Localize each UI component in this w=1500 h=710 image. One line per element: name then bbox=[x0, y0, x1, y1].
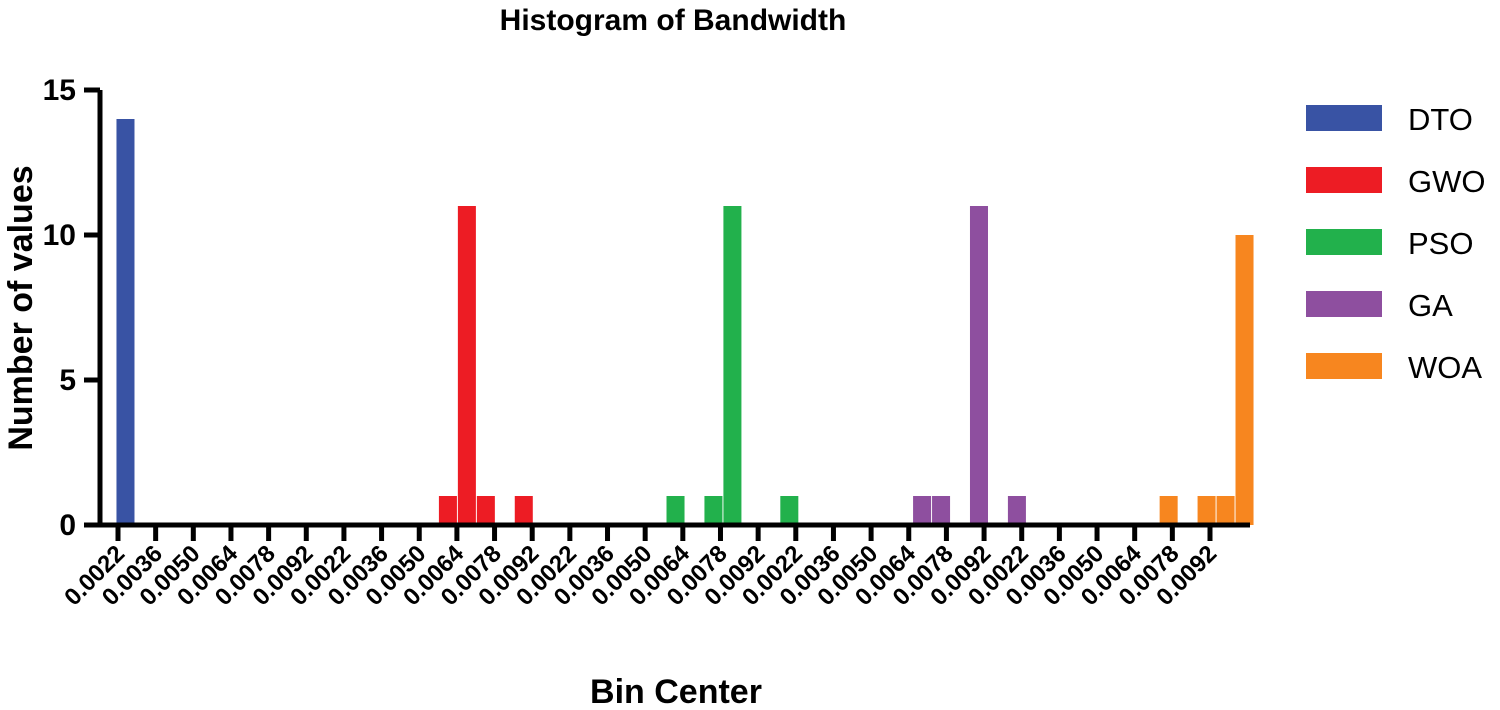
bar-gwo-bin-6 bbox=[457, 206, 476, 525]
bar-pso-bin-7 bbox=[704, 496, 723, 525]
bar-ga-bin-9 bbox=[969, 206, 988, 525]
x-axis-title: Bin Center bbox=[590, 673, 762, 710]
legend-label-woa: WOA bbox=[1408, 350, 1482, 385]
bar-ga-bin-6 bbox=[913, 496, 932, 525]
bar-pso-bin-11 bbox=[780, 496, 799, 525]
bar-gwo-bin-5 bbox=[438, 496, 457, 525]
bar-woa-bin-11 bbox=[1235, 235, 1254, 525]
chart-title: Histogram of Bandwidth bbox=[500, 4, 847, 37]
bar-gwo-bin-7 bbox=[476, 496, 495, 525]
legend-swatch-pso bbox=[1306, 229, 1382, 255]
bar-woa-bin-7 bbox=[1159, 496, 1178, 525]
y-tick-label: 5 bbox=[59, 364, 76, 397]
x-tick-labels: 0.00220.00360.00500.00640.00780.00920.00… bbox=[59, 540, 1222, 611]
bar-pso-bin-8 bbox=[723, 206, 742, 525]
bar-woa-bin-9 bbox=[1197, 496, 1216, 525]
y-tick-label: 15 bbox=[43, 74, 76, 107]
bar-ga-bin-11 bbox=[1007, 496, 1026, 525]
bar-dto-bin-0 bbox=[116, 119, 135, 525]
legend-label-ga: GA bbox=[1408, 288, 1453, 323]
y-axis-title: Number of values bbox=[2, 165, 40, 450]
y-tick-label: 0 bbox=[59, 509, 76, 542]
y-tick-label: 10 bbox=[43, 219, 76, 252]
legend-label-dto: DTO bbox=[1408, 102, 1473, 137]
bar-woa-bin-10 bbox=[1216, 496, 1235, 525]
legend-swatch-woa bbox=[1306, 353, 1382, 379]
legend-swatch-gwo bbox=[1306, 167, 1382, 193]
axes-group bbox=[84, 87, 1250, 541]
bars-group bbox=[116, 119, 1254, 525]
legend-label-pso: PSO bbox=[1408, 226, 1473, 261]
legend: DTO GWO PSO GA WOA bbox=[1306, 102, 1486, 385]
bar-ga-bin-7 bbox=[932, 496, 951, 525]
y-tick-labels: 0 5 10 15 bbox=[43, 74, 76, 542]
bar-gwo-bin-9 bbox=[514, 496, 533, 525]
legend-swatch-dto bbox=[1306, 105, 1382, 131]
legend-label-gwo: GWO bbox=[1408, 164, 1486, 199]
legend-swatch-ga bbox=[1306, 291, 1382, 317]
bar-pso-bin-5 bbox=[666, 496, 685, 525]
